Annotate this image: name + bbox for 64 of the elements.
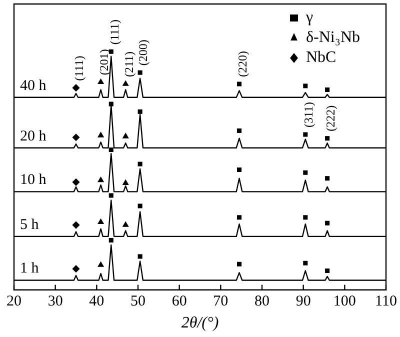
point — [303, 260, 308, 266]
x-axis-title: 2θ/(°) — [181, 314, 219, 332]
point — [122, 179, 129, 185]
point — [325, 268, 330, 274]
point — [325, 87, 330, 92]
point — [237, 168, 242, 172]
annotation: (211) — [122, 51, 136, 78]
point — [98, 176, 104, 182]
x-tick-label: 80 — [254, 294, 270, 310]
annotation: (311) — [302, 102, 316, 128]
point — [108, 147, 114, 152]
annotation: (111) — [107, 20, 122, 45]
annotation: (200) — [136, 40, 150, 66]
point — [303, 215, 308, 220]
point — [138, 70, 142, 75]
legend-label: δ-Ni₃Nb — [306, 29, 360, 46]
x-tick-label: 90 — [296, 294, 311, 310]
series-label: 40 h — [20, 78, 47, 94]
x-tick-label: 60 — [172, 294, 187, 310]
point — [72, 221, 80, 229]
point — [138, 254, 142, 259]
x-tick-label: 100 — [333, 294, 356, 310]
legend-label: NbC — [306, 49, 336, 66]
point — [303, 84, 308, 88]
point — [237, 215, 242, 220]
annotation: (220) — [235, 51, 250, 78]
point — [325, 176, 330, 181]
point — [108, 238, 114, 243]
annotation: (222) — [323, 105, 338, 132]
x-tick-label: 40 — [89, 294, 104, 310]
point — [72, 84, 80, 92]
point — [122, 132, 129, 138]
point — [303, 132, 308, 137]
series-label: 5 h — [20, 216, 40, 233]
x-tick-label: 30 — [48, 294, 63, 310]
x-tick-label: 70 — [213, 294, 228, 310]
series-label: 10 h — [20, 172, 47, 188]
point — [122, 221, 129, 227]
legend-label: γ — [305, 9, 314, 26]
series-label: 20 h — [20, 128, 47, 144]
annotation: (201) — [96, 49, 111, 76]
x-tick-label: 110 — [375, 294, 397, 310]
point — [303, 170, 308, 175]
point — [237, 82, 242, 86]
point — [98, 78, 104, 84]
x-tick-label: 20 — [6, 294, 22, 310]
point — [122, 80, 129, 86]
series-label: 1 h — [20, 260, 40, 277]
point — [98, 261, 104, 267]
point — [237, 262, 242, 266]
x-tick-label: 50 — [130, 294, 146, 310]
point — [325, 220, 330, 226]
point — [325, 136, 330, 141]
point — [108, 193, 114, 198]
point — [98, 218, 104, 224]
point — [138, 109, 142, 114]
annotation: (111) — [72, 56, 86, 81]
point — [72, 178, 80, 186]
point — [138, 204, 142, 208]
point — [72, 134, 80, 142]
point — [72, 265, 80, 273]
point — [138, 162, 142, 166]
point — [98, 132, 104, 138]
point — [237, 128, 242, 133]
